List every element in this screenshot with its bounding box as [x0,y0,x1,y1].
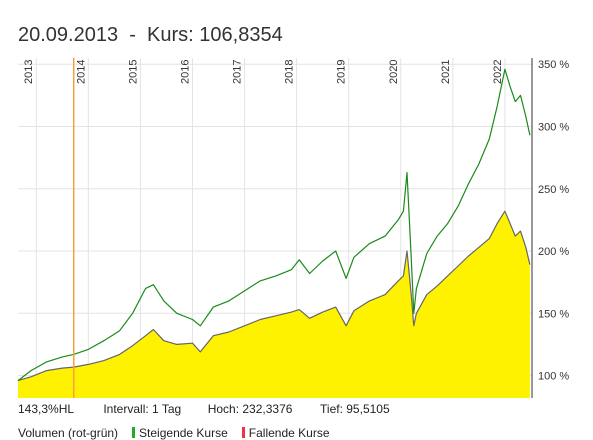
footer-interval: Intervall: 1 Tag [103,402,182,416]
legend-volume: Volumen (rot-grün) [18,426,119,440]
title-kurs-value: 106,8354 [199,24,283,46]
y-tick-label: 100 % [538,371,569,383]
x-tick-label: 2014 [75,60,87,84]
title-date: 20.09.2013 [18,24,119,46]
legend-falling: Fallende Kurse [248,426,330,440]
series-layer [17,68,531,398]
y-tick-label: 250 % [538,184,569,196]
chart-title: 20.09.2013 - Kurs: 106,8354 [18,24,283,47]
x-tick-label: 2017 [232,60,244,84]
legend-rising: Steigende Kurse [139,426,228,440]
title-kurs-label: Kurs: [147,24,194,46]
axis-layer: 100 % 150 % 200 % 250 % 300 % 350 % 2013 2014 20… [23,58,569,398]
y-tick-label: 200 % [538,246,569,258]
chart-footer: 143,3%HL Intervall: 1 Tag Hoch: 232,3376… [18,402,390,416]
x-tick-label: 2022 [492,60,504,84]
x-tick-label: 2020 [388,60,400,84]
x-tick-label: 2015 [127,60,139,84]
x-tick-label: 2013 [23,60,35,84]
series-area [18,211,530,398]
footer-low: Tief: 95,5105 [320,402,390,416]
rising-swatch-icon [132,427,136,438]
y-tick-label: 350 % [538,59,569,71]
title-separator: - [129,24,136,46]
y-tick-label: 300 % [538,121,569,133]
chart-legend: Volumen (rot-grün) Steigende Kurse Fallend… [18,426,330,440]
x-tick-label: 2018 [284,60,296,84]
x-tick-label: 2016 [179,60,191,84]
x-tick-label: 2019 [336,60,348,84]
x-tick-label: 2021 [440,60,452,84]
falling-swatch-icon [241,427,245,438]
footer-hl: 143,3%HL [18,402,75,416]
series-line [17,210,531,382]
series-line [17,68,531,382]
footer-high: Hoch: 232,3376 [207,402,293,416]
y-tick-label: 150 % [538,308,569,320]
